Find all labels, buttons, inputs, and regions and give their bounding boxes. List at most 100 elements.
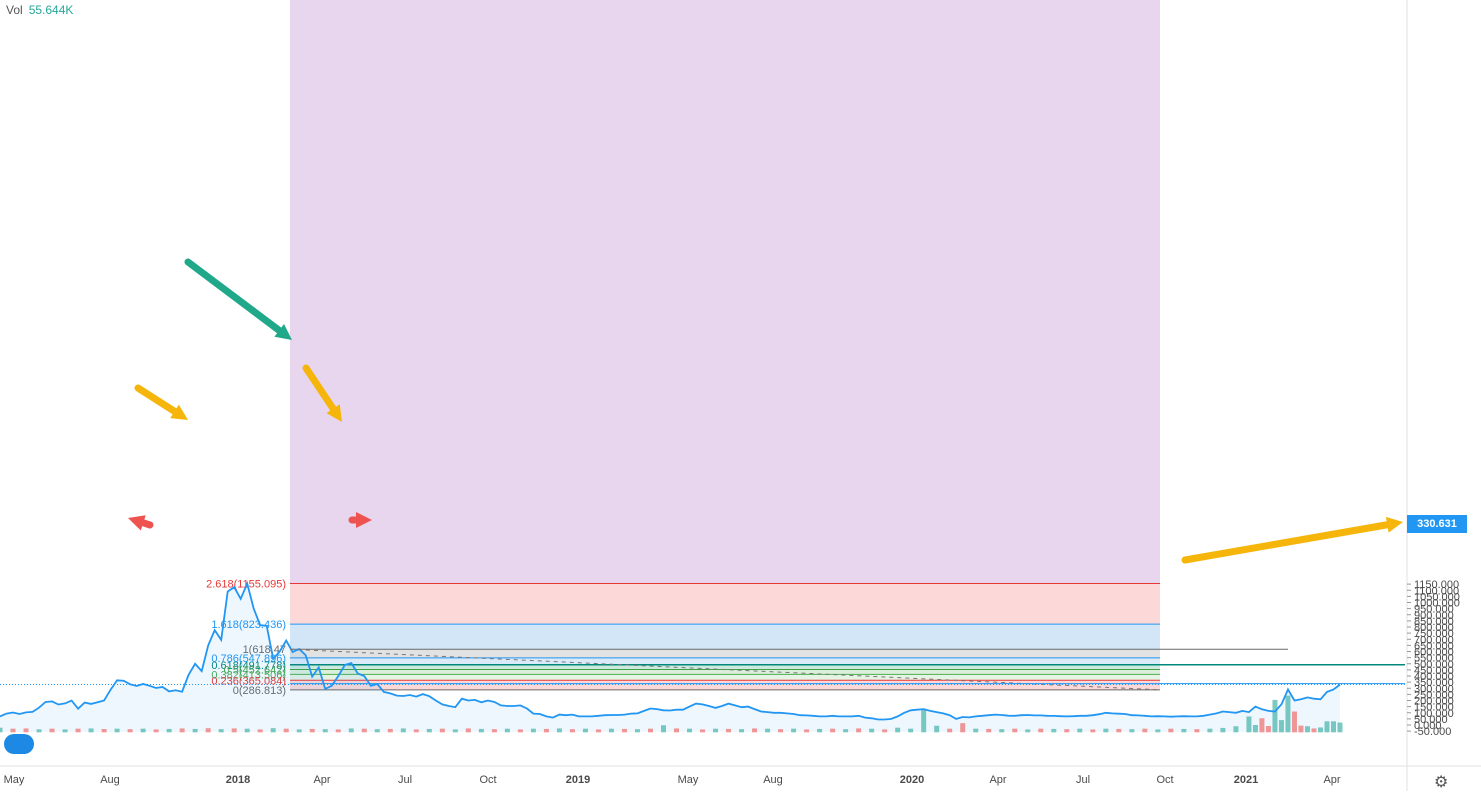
fib-label-0: 0(286.813) [233, 685, 286, 697]
volume-bar [478, 728, 484, 733]
volume-bar [973, 728, 979, 733]
volume-bar [1116, 728, 1122, 733]
y-tick-label: 250.000 [1414, 689, 1454, 701]
yellow-arrow-1-head [170, 404, 188, 420]
volume-bar [192, 728, 198, 733]
volume-bar [218, 729, 224, 733]
volume-bar [869, 728, 875, 733]
volume-bar [882, 729, 888, 733]
volume-bar [1337, 722, 1343, 733]
fib-zones [290, 0, 1160, 690]
volume-bar [1103, 728, 1109, 733]
volume-bar [634, 729, 640, 733]
volume-bar [934, 725, 940, 733]
price-area [0, 583, 1340, 732]
yellow-arrow-1-shaft [134, 384, 179, 415]
volume-bar [114, 728, 120, 733]
volume-bar [608, 728, 614, 733]
volume-bar [75, 728, 81, 733]
volume-bar [140, 728, 146, 733]
fib-zone [290, 657, 1160, 665]
volume-bar [1285, 695, 1291, 733]
volume-legend-label: Vol [6, 3, 23, 17]
x-tick-label: Aug [100, 774, 120, 786]
volume-bar [530, 728, 536, 733]
volume-bar [660, 725, 666, 733]
x-tick-label: May [4, 774, 25, 786]
volume-bar [1025, 729, 1031, 733]
volume-bar [88, 728, 94, 733]
y-tick-label: 600.000 [1414, 647, 1454, 659]
volume-bar [960, 723, 966, 733]
volume-bars [0, 695, 1343, 733]
y-tick-label: 100.000 [1414, 708, 1454, 720]
x-tick-label: Jul [398, 774, 412, 786]
volume-bar [752, 728, 758, 733]
y-tick-label: 200.000 [1414, 696, 1454, 708]
x-tick-label: Aug [763, 774, 783, 786]
y-tick-label: 300.000 [1414, 683, 1454, 695]
y-tick-label: 350.000 [1414, 677, 1454, 689]
volume-bar [765, 728, 771, 733]
x-tick-label: Jul [1076, 774, 1090, 786]
volume-bar [439, 728, 445, 733]
x-tick-label: 2019 [566, 774, 590, 786]
y-tick-label: 1150.000 [1414, 579, 1459, 591]
fib-zone [290, 674, 1160, 681]
fib-lines [290, 583, 1405, 691]
tradingview-logo-icon[interactable] [4, 734, 34, 754]
volume-bar [452, 729, 458, 733]
fib-zone [290, 680, 1160, 690]
x-tick-label: May [678, 774, 699, 786]
volume-bar [1051, 728, 1057, 733]
volume-bar [257, 729, 263, 733]
volume-bar [908, 728, 914, 733]
volume-bar [62, 729, 68, 733]
fib-zone [290, 583, 1160, 625]
yellow-arrow-3-head [1385, 516, 1403, 533]
x-tick-label: 2021 [1234, 774, 1258, 786]
volume-bar [556, 728, 562, 733]
y-axis: 1150.0001100.0001050.0001000.000950.0009… [1406, 0, 1460, 791]
x-tick-label: Apr [313, 774, 330, 786]
volume-bar [127, 729, 133, 733]
fib-zone [290, 624, 1160, 650]
volume-bar [621, 728, 627, 733]
volume-bar [895, 727, 901, 733]
volume-bar [101, 729, 107, 733]
x-tick-label: Apr [1323, 774, 1340, 786]
green-arrow-head [274, 324, 292, 340]
volume-bar [739, 729, 745, 733]
volume-bar [687, 728, 693, 733]
x-axis: May Aug 2018 Apr Jul Oct 2019 May Aug 2020 Apr Jul O… [0, 765, 1481, 786]
volume-bar [843, 729, 849, 733]
volume-bar [1142, 728, 1148, 733]
y-tick-label: 500.000 [1414, 659, 1454, 671]
volume-bar [1304, 726, 1310, 733]
volume-bar [1012, 728, 1018, 733]
x-tick-label: Oct [1156, 774, 1173, 786]
volume-bar [947, 728, 953, 733]
x-tick-label: Oct [479, 774, 496, 786]
volume-bar [1064, 729, 1070, 733]
volume-bar [296, 729, 302, 733]
y-tick-label: 850.000 [1414, 616, 1454, 628]
volume-bar [374, 729, 380, 733]
y-tick-label: 150.000 [1414, 702, 1454, 714]
yellow-arrow-3-shaft [1181, 521, 1391, 564]
volume-bar [778, 729, 784, 733]
settings-gear-icon[interactable]: ⚙ [1434, 774, 1449, 791]
volume-bar [921, 709, 927, 733]
y-tick-label: 50.000 [1414, 714, 1448, 726]
volume-bar [0, 727, 3, 733]
volume-bar [1259, 718, 1265, 733]
volume-bar [1246, 716, 1252, 733]
y-tick-label: 1100.000 [1414, 585, 1459, 597]
volume-bar [1324, 721, 1330, 733]
volume-bar [1168, 728, 1174, 733]
y-tick-label: 0.000 [1414, 720, 1442, 732]
volume-bar [335, 729, 341, 733]
volume-bar [999, 729, 1005, 733]
volume-bar [1291, 711, 1297, 733]
